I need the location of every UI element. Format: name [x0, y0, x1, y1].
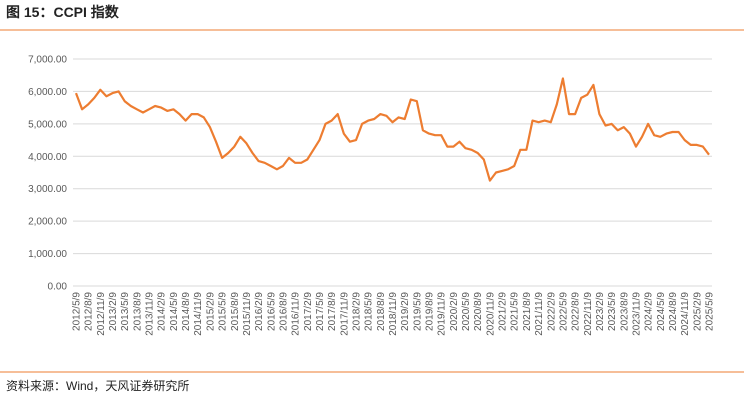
x-tick-label: 2013/11/9: [145, 292, 156, 336]
x-tick-label: 2013/5/9: [120, 292, 131, 331]
x-tick-label: 2018/5/9: [364, 292, 375, 331]
y-tick-label: 0.00: [48, 282, 68, 293]
x-tick-label: 2013/2/9: [108, 292, 119, 331]
x-tick-label: 2020/2/9: [449, 292, 460, 331]
x-tick-label: 2019/8/9: [425, 292, 436, 331]
x-tick-label: 2021/11/9: [534, 292, 545, 336]
x-tick-label: 2025/2/9: [692, 292, 703, 331]
x-tick-label: 2017/8/9: [327, 292, 338, 331]
x-tick-label: 2017/11/9: [339, 292, 350, 336]
x-tick-label: 2015/11/9: [242, 292, 253, 336]
x-tick-label: 2018/11/9: [388, 292, 399, 336]
y-tick-label: 6,000.00: [28, 87, 67, 98]
x-tick-label: 2012/5/9: [72, 292, 83, 331]
x-tick-label: 2014/8/9: [181, 292, 192, 331]
x-tick-label: 2023/5/9: [607, 292, 618, 331]
x-tick-label: 2017/2/9: [303, 292, 314, 331]
series-line: [74, 77, 710, 182]
x-tick-label: 2023/11/9: [631, 292, 642, 336]
x-tick-label: 2016/2/9: [254, 292, 265, 331]
x-tick-label: 2015/2/9: [205, 292, 216, 331]
x-tick-label: 2024/5/9: [656, 292, 667, 331]
x-tick-label: 2025/5/9: [705, 292, 716, 331]
x-tick-label: 2018/2/9: [351, 292, 362, 331]
x-tick-label: 2016/8/9: [278, 292, 289, 331]
x-tick-label: 2021/5/9: [510, 292, 521, 331]
x-tick-label: 2014/5/9: [169, 292, 180, 331]
y-tick-label: 3,000.00: [28, 184, 67, 195]
x-tick-label: 2022/11/9: [583, 292, 594, 336]
y-tick-label: 4,000.00: [28, 152, 67, 163]
x-tick-label: 2020/5/9: [461, 292, 472, 331]
x-tick-label: 2019/2/9: [400, 292, 411, 331]
x-tick-label: 2012/11/9: [96, 292, 107, 336]
x-tick-label: 2018/8/9: [376, 292, 387, 331]
x-tick-label: 2024/11/9: [680, 292, 691, 336]
x-tick-label: 2023/2/9: [595, 292, 606, 331]
y-tick-label: 7,000.00: [28, 55, 67, 66]
x-tick-label: 2014/11/9: [193, 292, 204, 336]
y-tick-label: 2,000.00: [28, 217, 67, 228]
x-tick-label: 2019/5/9: [412, 292, 423, 331]
x-tick-label: 2020/11/9: [485, 292, 496, 336]
x-tick-label: 2016/5/9: [266, 292, 277, 331]
x-tick-label: 2020/8/9: [473, 292, 484, 331]
x-tick-label: 2013/8/9: [132, 292, 143, 331]
chart-title: 图 15：CCPI 指数: [6, 4, 120, 20]
x-tick-label: 2016/11/9: [291, 292, 302, 336]
x-tick-label: 2014/2/9: [157, 292, 168, 331]
x-tick-label: 2024/2/9: [644, 292, 655, 331]
x-tick-label: 2024/8/9: [668, 292, 679, 331]
y-tick-label: 1,000.00: [28, 249, 67, 260]
x-tick-label: 2017/5/9: [315, 292, 326, 331]
x-tick-label: 2022/2/9: [546, 292, 557, 331]
x-tick-label: 2022/8/9: [571, 292, 582, 331]
x-tick-label: 2015/8/9: [230, 292, 241, 331]
x-tick-label: 2021/2/9: [498, 292, 509, 331]
y-tick-label: 5,000.00: [28, 119, 67, 130]
x-tick-label: 2021/8/9: [522, 292, 533, 331]
x-tick-label: 2022/5/9: [558, 292, 569, 331]
x-tick-label: 2015/5/9: [218, 292, 229, 331]
x-tick-label: 2023/8/9: [619, 292, 630, 331]
x-tick-label: 2012/8/9: [84, 292, 95, 331]
source-note: 资料来源：Wind，天风证券研究所: [6, 378, 189, 393]
x-tick-label: 2019/11/9: [437, 292, 448, 336]
